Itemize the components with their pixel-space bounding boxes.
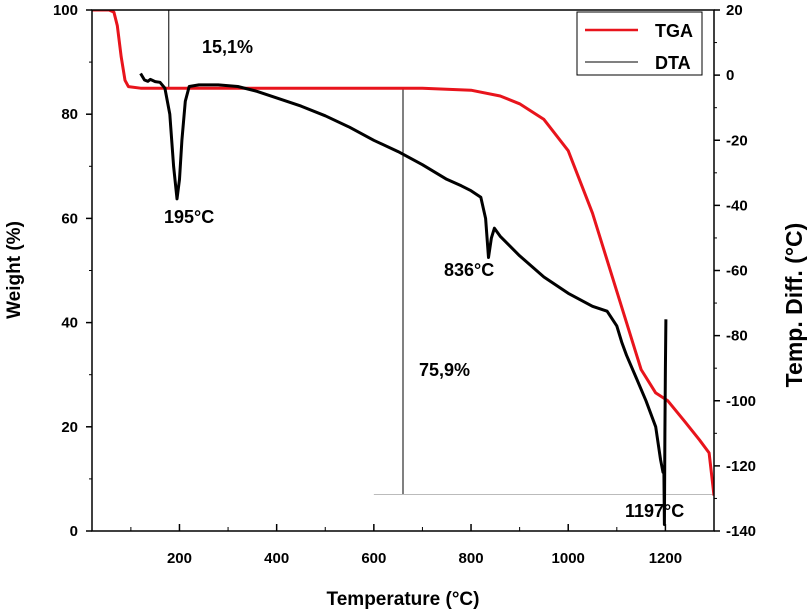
y-left-tick-label: 20: [61, 419, 78, 436]
legend: TGA DTA: [576, 11, 703, 76]
annotation-mass-loss-1: 15,1%: [202, 37, 253, 57]
x-tick-label: 1000: [552, 550, 585, 567]
y-right-tick-label: -120: [726, 458, 756, 475]
x-tick-label: 200: [167, 550, 192, 567]
y-axis-right-title: Temp. Diff. (°C): [781, 223, 807, 388]
x-tick-label: 800: [459, 550, 484, 567]
x-tick-label: 600: [361, 550, 386, 567]
y-axis-left-title: Weight (%): [4, 221, 25, 319]
legend-box: [576, 11, 703, 76]
legend-tga-label: TGA: [655, 21, 693, 41]
x-tick-label: 1200: [649, 550, 682, 567]
tga-series-line: [92, 10, 714, 496]
y-right-tick-label: -40: [726, 197, 748, 214]
y-right-tick-label: 20: [726, 2, 743, 19]
y-left-tick-label: 0: [70, 523, 78, 540]
annotation-peak-195: 195°C: [164, 207, 214, 227]
y-right-tick-label: -20: [726, 132, 748, 149]
reference-lines: [168, 10, 714, 496]
x-tick-label: 400: [264, 550, 289, 567]
y-right-tick-label: -100: [726, 393, 756, 410]
y-left-tick-label: 100: [53, 2, 78, 19]
annotation-mass-loss-2: 75,9%: [419, 360, 470, 380]
legend-dta-label: DTA: [655, 53, 691, 73]
y-right-tick-label: -80: [726, 328, 748, 345]
y-right-tick-label: 0: [726, 67, 734, 84]
annotation-peak-1197: 1197°C: [625, 501, 684, 521]
y-right-tick-label: -140: [726, 523, 756, 540]
y-left-tick-label: 60: [61, 210, 78, 227]
y-left-tick-label: 80: [61, 106, 78, 123]
y-right-tick-label: -60: [726, 263, 748, 280]
dta-series-line: [139, 72, 668, 526]
y-left-tick-label: 40: [61, 315, 78, 332]
annotation-peak-836: 836°C: [444, 260, 494, 280]
x-axis-title: Temperature (°C): [327, 589, 480, 610]
